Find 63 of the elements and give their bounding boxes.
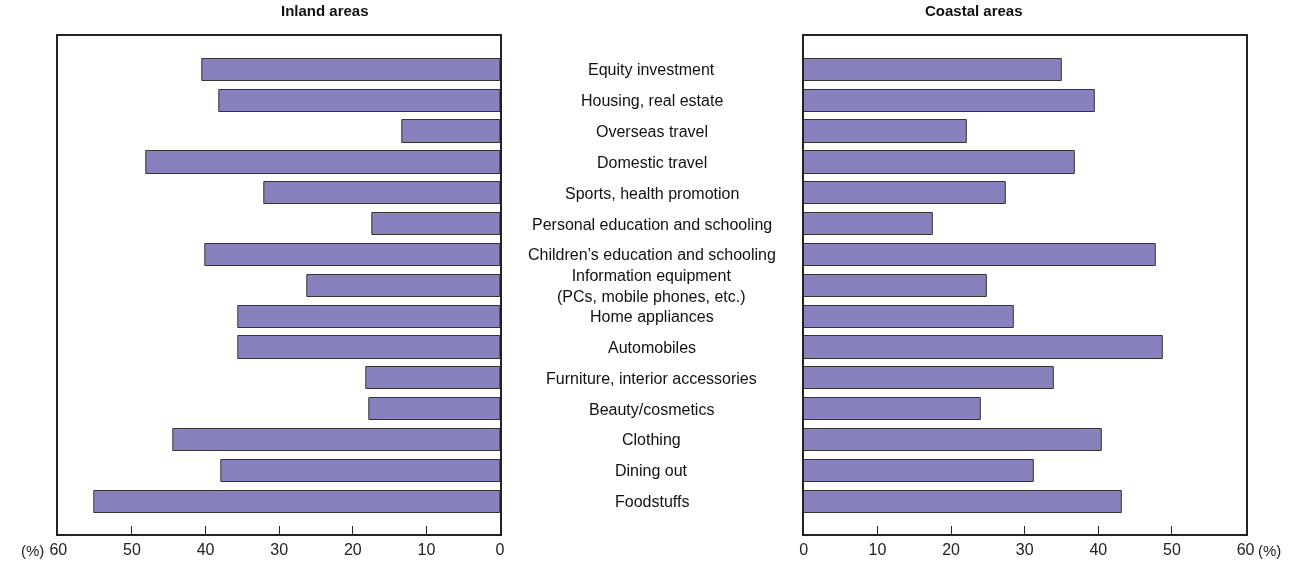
bar — [803, 150, 1075, 174]
bar — [368, 397, 501, 420]
bar — [803, 212, 933, 235]
bar — [365, 366, 501, 389]
chart-title: Inland areas — [281, 2, 369, 19]
chart-title: Coastal areas — [925, 2, 1023, 19]
bar — [263, 181, 501, 204]
y-tick-label: Sports, health promotion — [565, 185, 740, 202]
y-tick-label: Home appliances — [590, 308, 714, 325]
bar — [803, 335, 1163, 359]
bar — [803, 243, 1156, 266]
x-axis-title: (%) — [21, 542, 45, 559]
x-tick-label: 40 — [1089, 541, 1108, 559]
bar — [220, 459, 501, 482]
x-tick-label: 60 — [49, 541, 68, 559]
x-axis-title: (%) — [1258, 542, 1282, 559]
bar — [803, 459, 1034, 482]
y-tick-label: Dining out — [615, 462, 688, 479]
bar — [201, 58, 501, 81]
x-tick-label: 60 — [1236, 541, 1255, 559]
bar — [145, 150, 501, 174]
bar — [237, 305, 501, 328]
y-tick-label: Equity investment — [588, 61, 715, 78]
bar — [93, 490, 501, 513]
bar — [401, 119, 501, 143]
y-tick-label: Furniture, interior accessories — [546, 370, 757, 387]
x-tick-label: 30 — [270, 541, 289, 559]
x-tick-label: 50 — [1163, 541, 1181, 559]
y-tick-label: Children’s education and schooling — [528, 246, 776, 263]
bar — [218, 89, 501, 112]
bar — [803, 490, 1122, 513]
bar — [306, 274, 501, 297]
y-tick-label: Housing, real estate — [581, 92, 724, 109]
x-tick-label: 10 — [868, 541, 887, 559]
bar — [803, 119, 967, 143]
bar — [803, 428, 1102, 451]
bar — [803, 89, 1095, 112]
y-tick-label: Domestic travel — [597, 154, 708, 171]
bar — [803, 397, 981, 420]
x-tick-label: 20 — [942, 541, 961, 559]
x-tick-label: 30 — [1015, 541, 1034, 559]
y-tick-label: Information equipment (PCs, mobile phones, etc.) — [557, 267, 746, 305]
x-tick-label: 40 — [196, 541, 215, 559]
y-tick-label: Overseas travel — [596, 123, 709, 140]
bar — [237, 335, 501, 359]
bar — [803, 366, 1054, 389]
y-tick-label: Foodstuffs — [615, 493, 690, 510]
bar — [803, 274, 987, 297]
bar — [204, 243, 501, 266]
y-tick-label: Beauty/cosmetics — [589, 401, 715, 418]
x-tick-label: 10 — [417, 541, 436, 559]
x-tick-label: 50 — [123, 541, 141, 559]
y-tick-label: Clothing — [622, 431, 681, 448]
x-tick-label: 20 — [343, 541, 362, 559]
bar — [371, 212, 501, 235]
bar — [172, 428, 501, 451]
y-tick-label: Personal education and schooling — [532, 216, 773, 233]
bar — [803, 305, 1014, 328]
bar — [803, 181, 1006, 204]
y-tick-label: Automobiles — [608, 339, 697, 356]
x-tick-label: 0 — [799, 541, 809, 559]
x-tick-label: 0 — [495, 541, 505, 559]
bar — [803, 58, 1062, 81]
